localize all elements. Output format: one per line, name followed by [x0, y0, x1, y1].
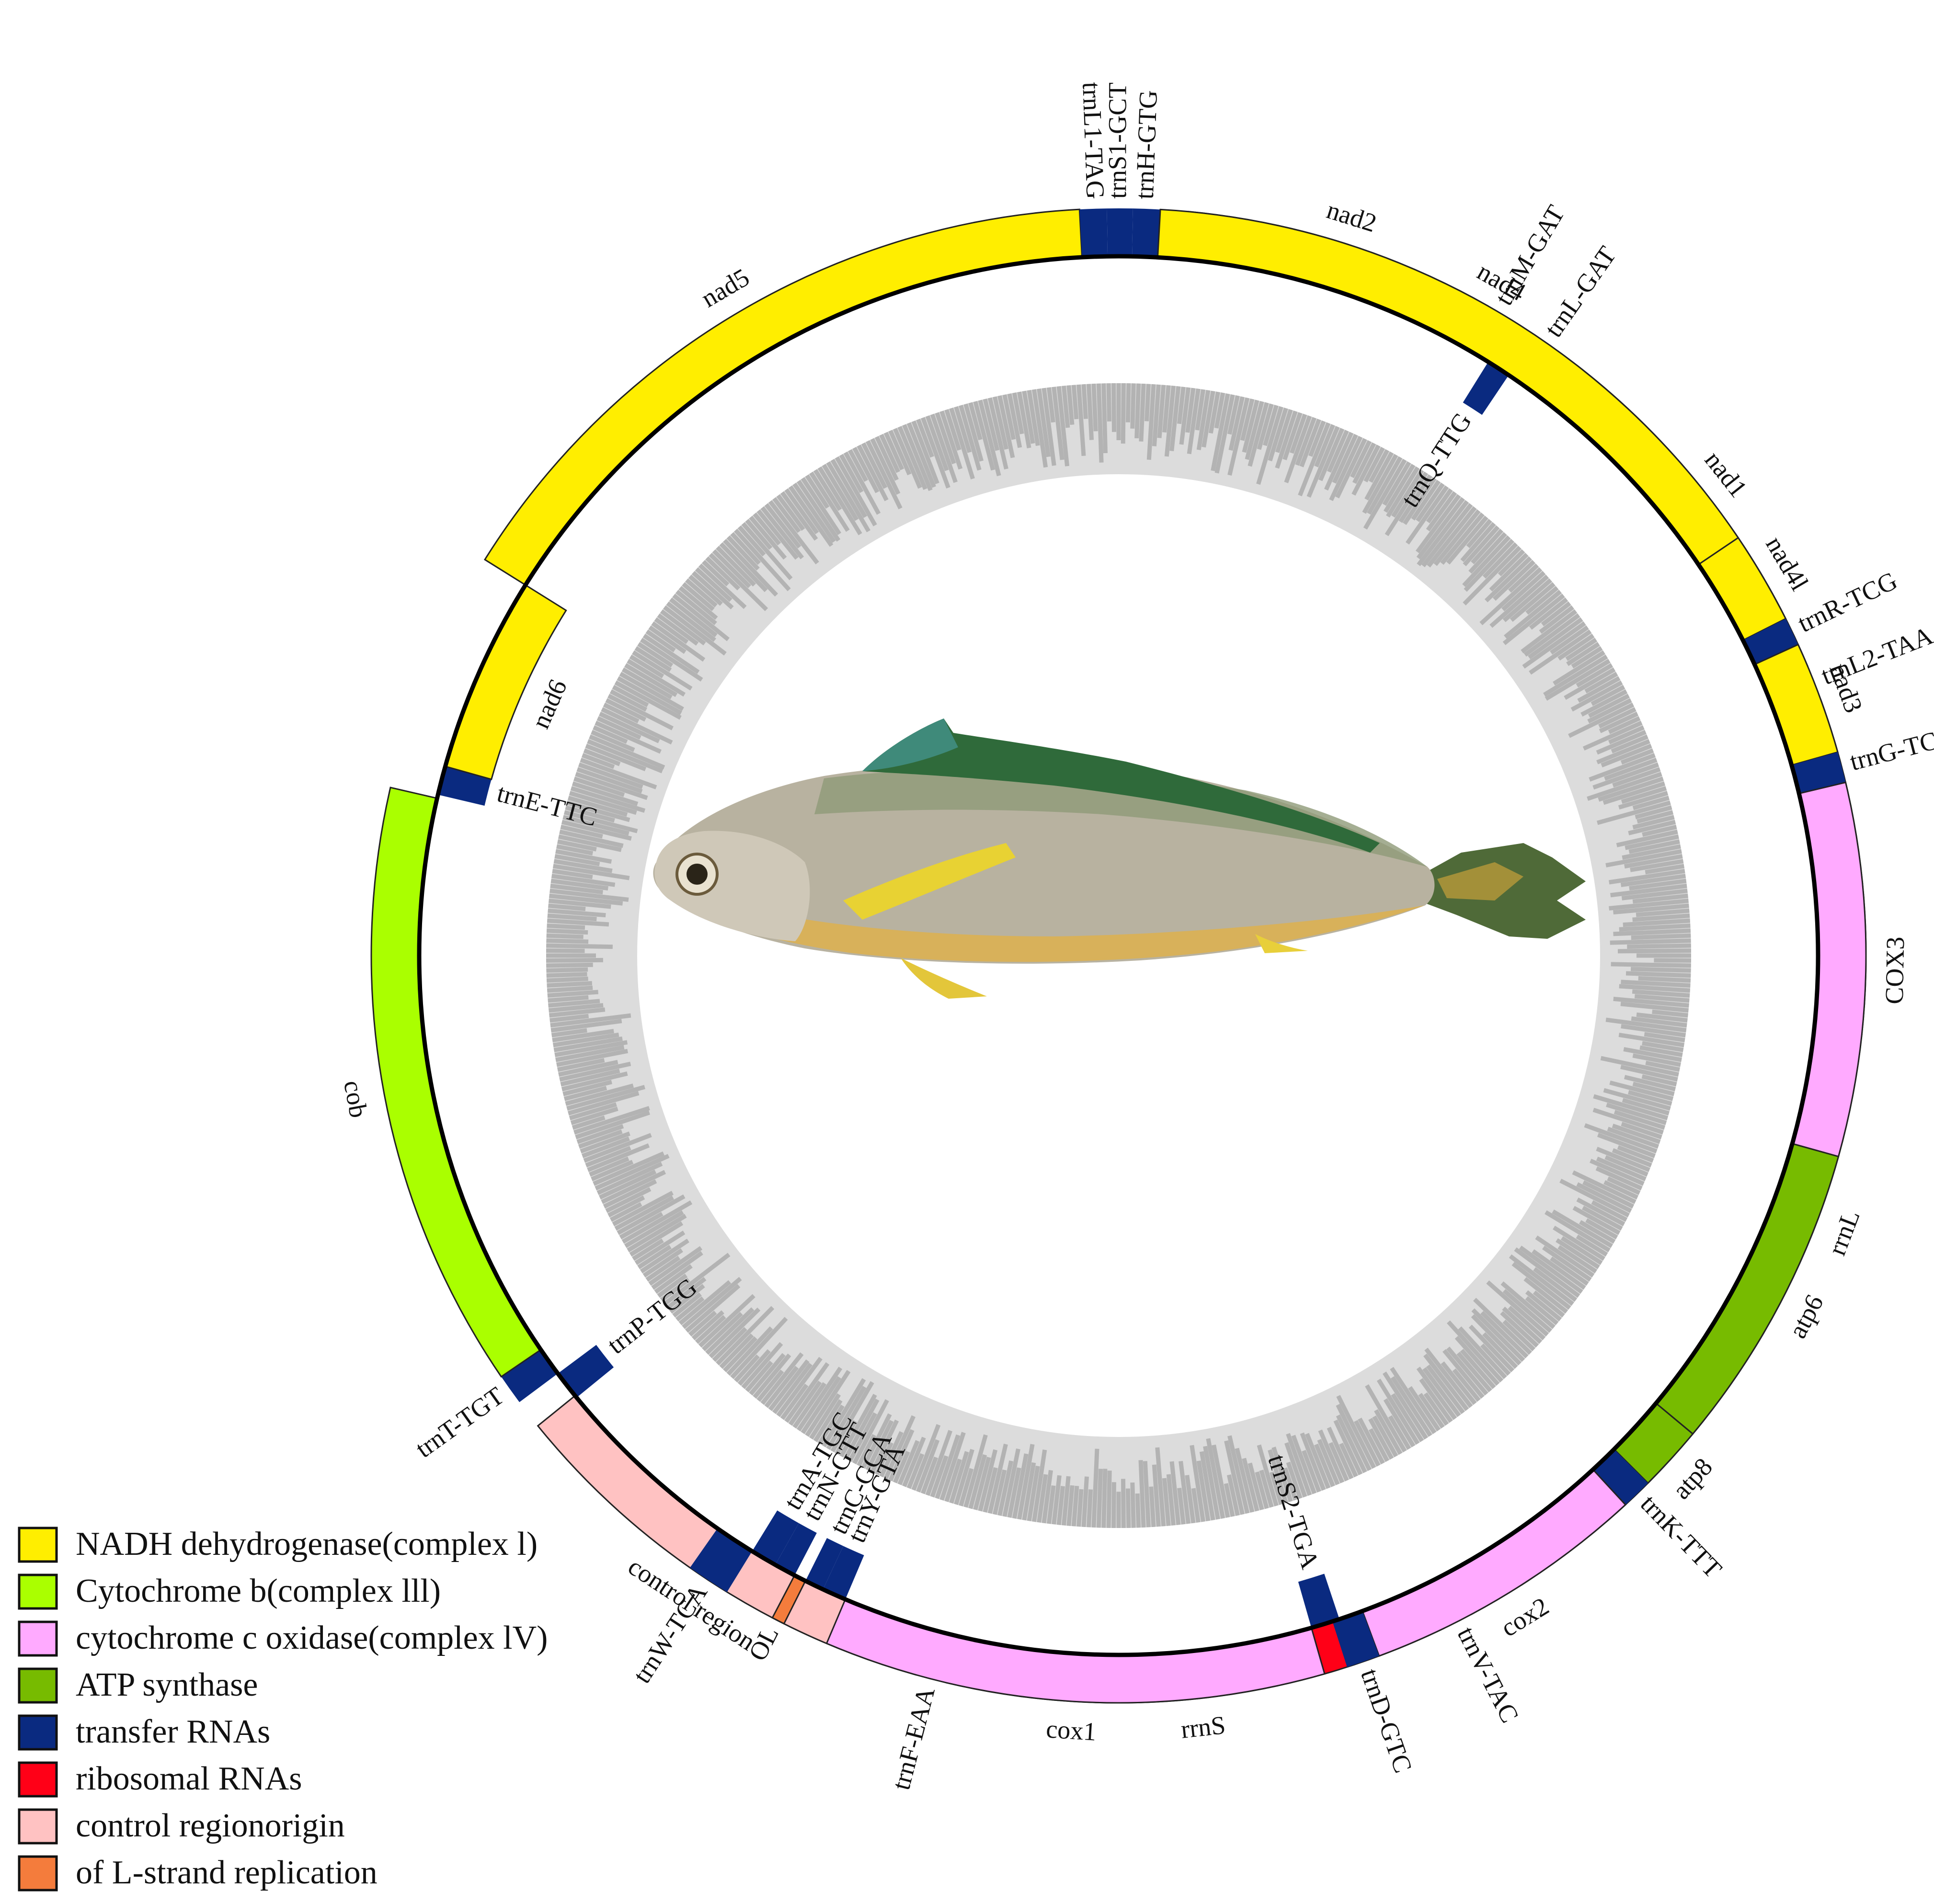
legend-label-nadh: NADH dehydrogenase(complex l) — [76, 1526, 538, 1562]
gene-trns1-gct — [1107, 208, 1133, 257]
gene-trng-tcc — [1791, 752, 1846, 794]
gene-trnp-tgg — [558, 1345, 614, 1398]
gene-label-nad6: nad6 — [526, 675, 572, 732]
gene-trns2-tga — [1298, 1573, 1339, 1628]
legend-swatch-cytb — [18, 1573, 58, 1610]
legend-label-atp: ATP synthase — [76, 1666, 258, 1703]
gc-ring-bars — [546, 383, 1692, 1528]
gene-label-trnt-tgt: trnT-TGT — [410, 1381, 509, 1463]
legend-label-control: control regionorigin — [76, 1807, 345, 1844]
gene-trna-tgc — [752, 1510, 799, 1565]
gene-label-cox1: cox1 — [1045, 1714, 1097, 1746]
gene-trnl1-tag — [1079, 208, 1108, 258]
gene-label-cox2: cox2 — [1496, 1592, 1554, 1642]
legend-swatch-trna — [18, 1714, 58, 1751]
gene-label-rrnl: rrnL — [1822, 1206, 1865, 1259]
gene-label-trng-tcc: trnG-TCC — [1847, 721, 1934, 776]
gene-trnk-ttt — [1593, 1449, 1648, 1505]
gc-content-ring — [546, 383, 1692, 1528]
gene-trnr-tcg — [1743, 618, 1798, 665]
fish-photo — [653, 718, 1586, 999]
gene-label-trnd-gtc: trnD-GTC — [1355, 1665, 1418, 1776]
gene-label-trnl-gat: trnL-GAT — [1539, 241, 1622, 342]
legend: NADH dehydrogenase(complex l) Cytochrome … — [18, 1526, 548, 1892]
gene-label-trnk-ttt: trnK-TTT — [1635, 1489, 1728, 1584]
gene-cob — [370, 787, 542, 1378]
gene-label-trns1-gct: trnS1-GCT — [1103, 82, 1132, 199]
legend-label-origin: of L-strand replication — [76, 1854, 378, 1891]
gene-label-nad2: nad2 — [1323, 195, 1380, 238]
legend-label-rrna: ribosomal RNAs — [76, 1760, 302, 1797]
backbone-circle — [417, 254, 1820, 1657]
gene-trnd-gtc — [1332, 1611, 1379, 1667]
gene-cox1 — [825, 1598, 1326, 1704]
gene-trnw-tca — [690, 1528, 752, 1592]
legend-swatch-rrna — [18, 1761, 58, 1798]
gene-trnq-ttg — [1463, 362, 1509, 415]
legend-label-cox: cytochrome c oxidase(complex lV) — [76, 1619, 548, 1656]
legend-label-trna: transfer RNAs — [76, 1713, 270, 1750]
gene-label-cob: cob — [338, 1078, 373, 1120]
gene-label-trnl1-tag: trnL1-TAG — [1077, 81, 1110, 200]
legend-swatch-cox — [18, 1620, 58, 1657]
gene-trnc-gca — [805, 1538, 844, 1590]
gene-cox2 — [1361, 1468, 1627, 1657]
gene-label-nad5: nad5 — [696, 262, 754, 313]
gene-trnt-tgt — [501, 1349, 558, 1402]
gene-label-trnh-gtg: trnH-GTG — [1130, 90, 1163, 200]
gene-trny-gta — [823, 1546, 864, 1599]
legend-swatch-origin — [18, 1855, 58, 1892]
gene-track — [370, 208, 1867, 1704]
legend-label-cytb: Cytochrome b(complex lll) — [76, 1573, 441, 1609]
gene-label-trnf-eaa: trnF-EAA — [886, 1684, 940, 1793]
gene-trnn-gtt — [775, 1523, 817, 1575]
gene-label-rrns: rrnS — [1179, 1710, 1227, 1744]
legend-swatch-nadh — [18, 1527, 58, 1563]
gene-trnh-gtg — [1132, 208, 1161, 258]
gene-label-atp8: atp8 — [1667, 1452, 1718, 1505]
genome-backbone — [417, 254, 1820, 1657]
gene-label-atp6: atp6 — [1783, 1290, 1829, 1343]
legend-swatch-atp — [18, 1667, 58, 1704]
legend-swatch-control — [18, 1808, 58, 1845]
gene-label-cox3: COX3 — [1880, 936, 1910, 1004]
gene-atp6 — [1655, 1142, 1840, 1435]
